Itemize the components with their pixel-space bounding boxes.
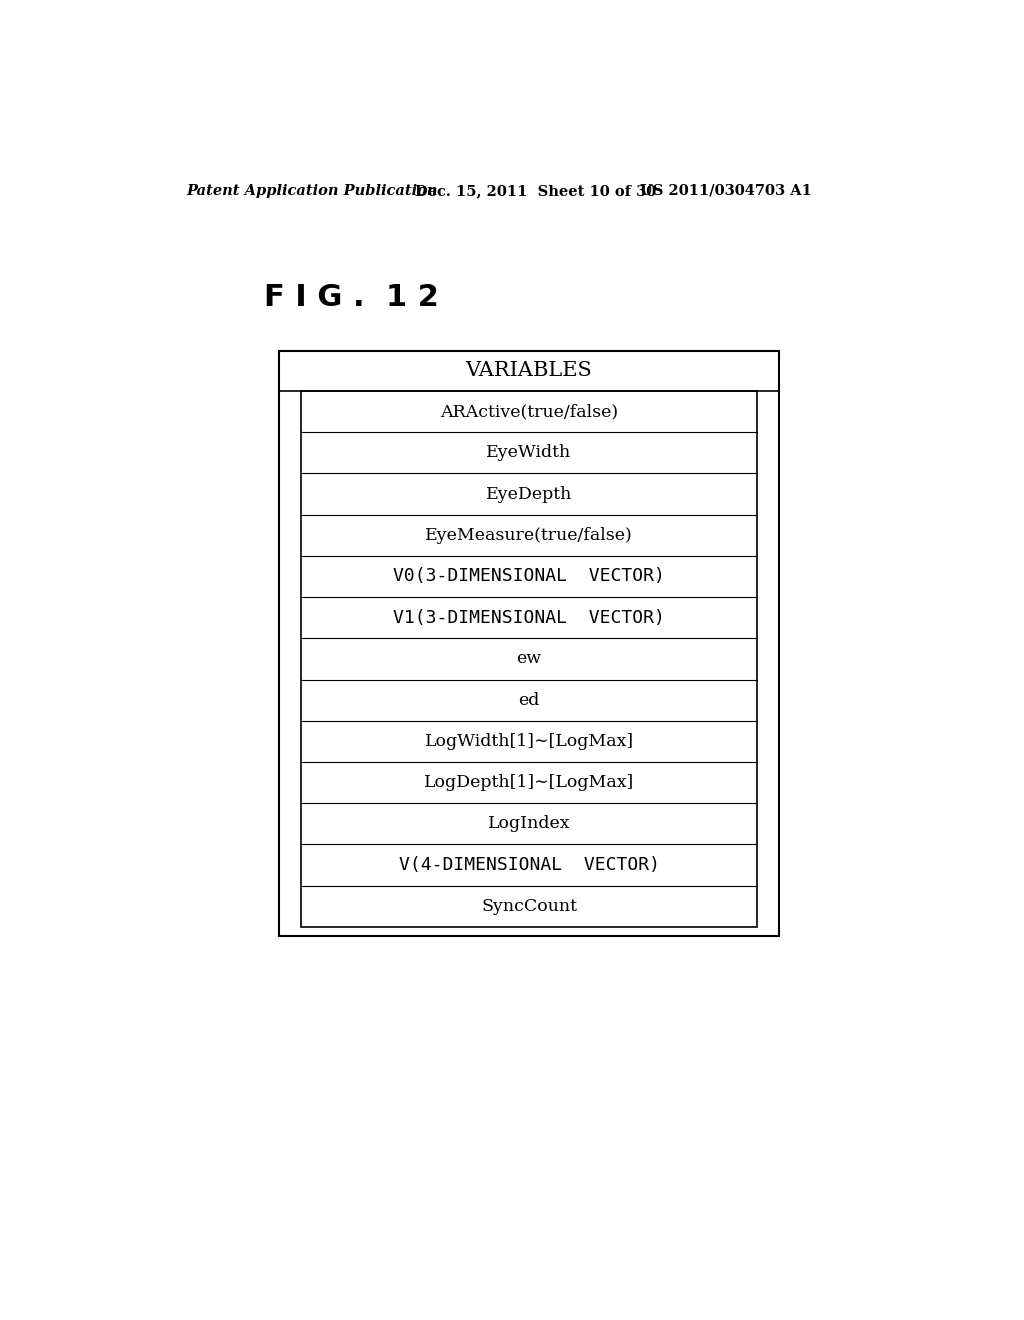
Text: ew: ew	[516, 651, 542, 668]
Text: V1(3-DIMENSIONAL  VECTOR): V1(3-DIMENSIONAL VECTOR)	[393, 609, 665, 627]
Text: ARActive(true/false): ARActive(true/false)	[440, 403, 618, 420]
Text: VARIABLES: VARIABLES	[466, 362, 593, 380]
Text: V(4-DIMENSIONAL  VECTOR): V(4-DIMENSIONAL VECTOR)	[398, 857, 659, 874]
Bar	[301, 391, 758, 927]
Text: ed: ed	[518, 692, 540, 709]
Text: LogIndex: LogIndex	[487, 816, 570, 833]
Text: F I G .  1 2: F I G . 1 2	[263, 282, 438, 312]
Text: EyeMeasure(true/false): EyeMeasure(true/false)	[425, 527, 633, 544]
Text: Patent Application Publication: Patent Application Publication	[186, 183, 437, 198]
Text: V0(3-DIMENSIONAL  VECTOR): V0(3-DIMENSIONAL VECTOR)	[393, 568, 665, 586]
Text: LogWidth[1]∼[LogMax]: LogWidth[1]∼[LogMax]	[425, 733, 634, 750]
Text: US 2011/0304703 A1: US 2011/0304703 A1	[640, 183, 811, 198]
Text: SyncCount: SyncCount	[481, 898, 578, 915]
Text: EyeWidth: EyeWidth	[486, 445, 571, 461]
Text: LogDepth[1]∼[LogMax]: LogDepth[1]∼[LogMax]	[424, 774, 634, 791]
Bar	[280, 351, 779, 936]
Text: EyeDepth: EyeDepth	[485, 486, 572, 503]
Text: Dec. 15, 2011  Sheet 10 of 30: Dec. 15, 2011 Sheet 10 of 30	[415, 183, 656, 198]
